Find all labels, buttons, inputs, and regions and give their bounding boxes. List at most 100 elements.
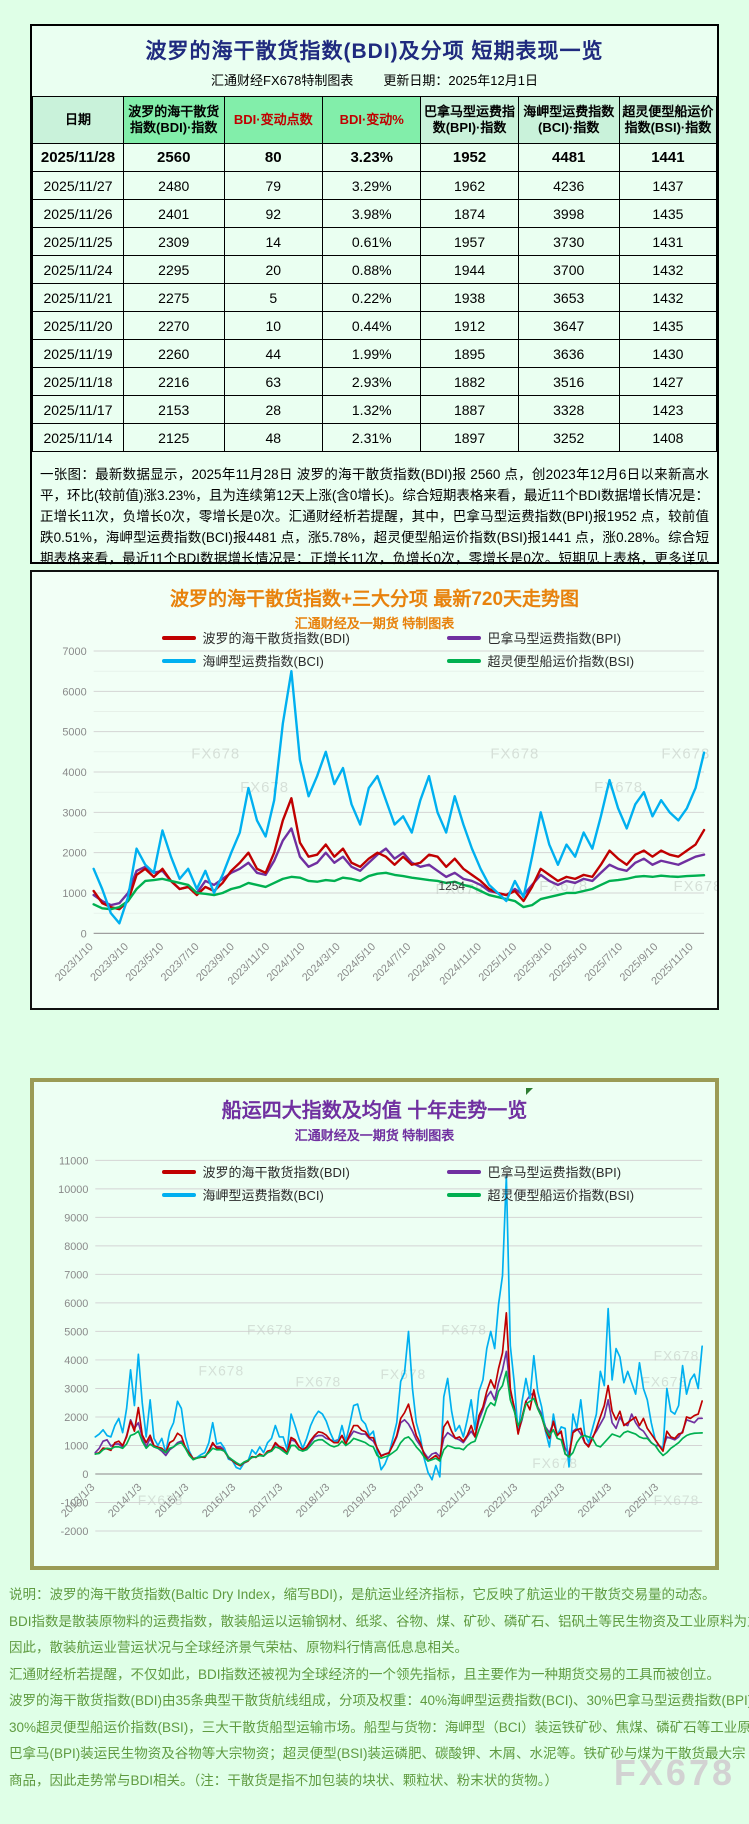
- svg-text:2021/1/3: 2021/1/3: [435, 1481, 473, 1519]
- table-cell: 3700: [517, 255, 620, 284]
- svg-text:5000: 5000: [64, 1326, 88, 1338]
- table-column-header: 日期: [32, 96, 124, 144]
- chart-720day-svg: 0 1000 2000 3000 4000 5000 6000 7000 FX678 FX678 F…: [53, 646, 717, 987]
- table-column-header: BDI·变动点数: [223, 96, 324, 144]
- table-cell: 2025/11/18: [32, 367, 124, 396]
- table-cell: 1432: [618, 255, 718, 284]
- table-row: 2025/11/17 2153 28 1.32% 1887 3328 1423: [32, 395, 718, 424]
- svg-text:FX678: FX678: [654, 1492, 700, 1508]
- table-row: 2025/11/26 2401 92 3.98% 1874 3998 1435: [32, 199, 718, 228]
- svg-text:FX678: FX678: [138, 1492, 184, 1508]
- table-cell: 2153: [122, 395, 225, 424]
- chart-720day-title: 波罗的海干散货指数+三大分项 最新720天走势图: [169, 589, 580, 610]
- table-cell: 2270: [122, 311, 225, 340]
- table-cell: 1408: [618, 423, 718, 452]
- table-cell: 2025/11/27: [32, 171, 124, 200]
- svg-text:2000: 2000: [64, 1412, 88, 1424]
- svg-text:2024/1/3: 2024/1/3: [576, 1481, 614, 1519]
- table-cell: 1912: [420, 311, 519, 340]
- svg-text:FX678: FX678: [661, 746, 710, 762]
- table-cell: 2401: [122, 199, 225, 228]
- table-cell: 14: [223, 227, 324, 256]
- table-column-header: 波罗的海干散货指数(BDI)·指数: [122, 96, 225, 144]
- svg-text:2022/1/3: 2022/1/3: [482, 1481, 520, 1519]
- table-cell: 1.99%: [321, 339, 422, 368]
- table-cell: 2025/11/21: [32, 283, 124, 312]
- table-cell: 3328: [517, 395, 620, 424]
- table-cell: 1887: [420, 395, 519, 424]
- table-cell: 3730: [517, 227, 620, 256]
- table-cell: 1938: [420, 283, 519, 312]
- note-line: BDI指数是散装原物料的运费指数，散装船运以运输钢材、纸浆、谷物、煤、矿砂、磷矿…: [9, 1613, 749, 1629]
- table-cell: 4481: [517, 143, 620, 172]
- svg-text:3000: 3000: [64, 1383, 88, 1395]
- table-cell: 3.29%: [321, 171, 422, 200]
- table-cell: 3516: [517, 367, 620, 396]
- table-cell: 1882: [420, 367, 519, 396]
- chart-720day-panel: 波罗的海干散货指数+三大分项 最新720天走势图 汇通财经及一期货 特制图表 0…: [30, 570, 719, 1010]
- table-cell: 3252: [517, 423, 620, 452]
- table-cell: 1.32%: [321, 395, 422, 424]
- table-cell: 2295: [122, 255, 225, 284]
- table-column-header: 巴拿马型运费指数(BPI)·指数: [420, 96, 519, 144]
- comment-marker-icon: [526, 1088, 533, 1095]
- svg-text:FX678: FX678: [198, 1362, 244, 1378]
- svg-text:FX678: FX678: [296, 1373, 342, 1389]
- table-cell: 28: [223, 395, 324, 424]
- table-row: 2025/11/27 2480 79 3.29% 1962 4236 1437: [32, 171, 718, 200]
- svg-text:4000: 4000: [62, 767, 86, 779]
- table-cell: 48: [223, 423, 324, 452]
- svg-text:FX678: FX678: [191, 746, 240, 762]
- svg-text:8000: 8000: [64, 1241, 88, 1253]
- table-cell: 63: [223, 367, 324, 396]
- table-cell: 2216: [122, 367, 225, 396]
- table-cell: 2275: [122, 283, 225, 312]
- table-cell: 1430: [618, 339, 718, 368]
- table-cell: 44: [223, 339, 324, 368]
- table-cell: 3.23%: [321, 143, 422, 172]
- table-cell: 4236: [517, 171, 620, 200]
- svg-text:2017/1/3: 2017/1/3: [247, 1481, 285, 1519]
- table-cell: 1944: [420, 255, 519, 284]
- note-line: 说明：波罗的海干散货指数(Baltic Dry Index，缩写BDI)，是航运…: [9, 1587, 716, 1602]
- table-row: 2025/11/19 2260 44 1.99% 1895 3636 1430: [32, 339, 718, 368]
- table-cell: 2025/11/14: [32, 423, 124, 452]
- table-cell: 0.22%: [321, 283, 422, 312]
- svg-text:7000: 7000: [62, 646, 86, 658]
- table-row: 2025/11/21 2275 5 0.22% 1938 3653 1432: [32, 283, 718, 312]
- table-row: 2025/11/18 2216 63 2.93% 1882 3516 1427: [32, 367, 718, 396]
- table-cell: 2309: [122, 227, 225, 256]
- table-cell: 1874: [420, 199, 519, 228]
- table-cell: 1962: [420, 171, 519, 200]
- svg-text:6000: 6000: [64, 1298, 88, 1310]
- chart-10year-area: -2000 -1000 0 1000 2000 3000 4000 5000 6000 7000 8…: [34, 1146, 715, 1576]
- table-cell: 1895: [420, 339, 519, 368]
- table-row: 2025/11/28 2560 80 3.23% 1952 4481 1441: [32, 143, 718, 172]
- svg-text:9000: 9000: [64, 1212, 88, 1224]
- chart-10year-subtitle: 汇通财经及一期货 特制图表: [294, 1128, 455, 1143]
- table-column-header: 海岬型运费指数(BCI)·指数: [517, 96, 620, 144]
- table-cell: 10: [223, 311, 324, 340]
- svg-text:FX678: FX678: [674, 879, 717, 895]
- svg-text:7000: 7000: [64, 1269, 88, 1281]
- table-cell: 2025/11/26: [32, 199, 124, 228]
- svg-text:FX678: FX678: [654, 1348, 700, 1364]
- table-cell: 1437: [618, 171, 718, 200]
- svg-text:FX678: FX678: [594, 780, 643, 796]
- note-line: 因此，散装航运业营运状况与全球经济景气荣枯、原物料行情高低息息相关。: [9, 1640, 468, 1655]
- table-cell: 2025/11/25: [32, 227, 124, 256]
- table-cell: 1427: [618, 367, 718, 396]
- chart-10year-panel: 船运四大指数及均值 十年走势一览 汇通财经及一期货 特制图表 -2000 -100…: [30, 1078, 719, 1570]
- table-subtitle-source: 汇通财经FX678特制图表: [211, 73, 354, 88]
- table-header: 日期 波罗的海干散货指数(BDI)·指数 BDI·变动点数 BDI·变动% 巴拿马型运费…: [32, 96, 718, 144]
- table-cell: 0.61%: [321, 227, 422, 256]
- svg-text:FX678: FX678: [641, 1373, 687, 1389]
- table-cell: 1423: [618, 395, 718, 424]
- table-cell: 2560: [122, 143, 225, 172]
- table-cell: 2125: [122, 423, 225, 452]
- svg-text:1254: 1254: [439, 879, 466, 893]
- chart-720day-subtitle: 汇通财经及一期货 特制图表: [294, 616, 455, 631]
- table-cell: 1897: [420, 423, 519, 452]
- table-cell: 1441: [618, 143, 718, 172]
- svg-text:6000: 6000: [62, 686, 86, 698]
